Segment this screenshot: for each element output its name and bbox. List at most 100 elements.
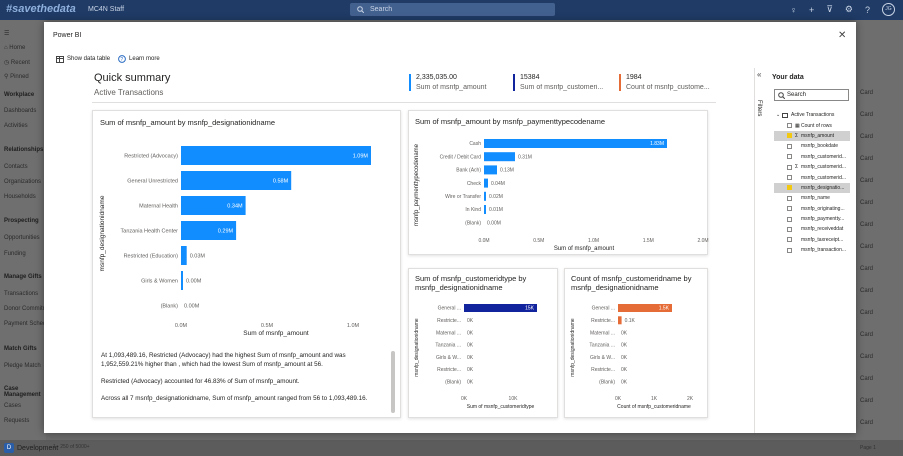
category-label: Girls & W... — [590, 355, 615, 361]
field-item[interactable]: msnfp_designatio... — [774, 182, 850, 194]
plus-icon[interactable]: + — [809, 4, 815, 15]
field-checkbox[interactable] — [787, 195, 792, 201]
category-label: Wire or Transfer — [445, 194, 481, 200]
chevron-down-icon[interactable]: ⌄ — [776, 112, 781, 119]
data-label: 0.58M — [273, 178, 289, 184]
field-type-icon: ▦ — [795, 122, 800, 129]
field-item[interactable]: ▦ Count of rows — [774, 120, 850, 130]
data-search-input[interactable]: Search — [774, 89, 849, 101]
bg-card-label: Card — [860, 288, 874, 294]
nav-organizations[interactable]: Organizations — [4, 179, 42, 185]
x-tick-label: 1.0M — [588, 238, 599, 244]
show-data-table-button[interactable]: Show data table — [56, 55, 110, 63]
y-axis-title: msnfp_designationidname — [570, 318, 576, 377]
scrollbar[interactable] — [391, 351, 395, 413]
bar — [484, 139, 667, 148]
category-label: (Blank) — [445, 379, 461, 385]
category-label: General Unrestricted — [127, 178, 178, 184]
category-label: (Blank) — [161, 303, 179, 309]
nav-opportunities[interactable]: Opportunities — [4, 235, 40, 241]
field-label: Count of rows — [801, 122, 832, 129]
bar — [464, 304, 537, 312]
lightbulb-icon[interactable]: ♀ — [790, 4, 798, 15]
field-item[interactable]: msnfp_transaction... — [774, 245, 850, 255]
field-checkbox[interactable] — [787, 123, 792, 129]
x-tick-label: 0.0M — [175, 323, 188, 329]
global-search-input[interactable]: Search — [350, 3, 555, 16]
collapse-chevron-icon[interactable]: « — [757, 70, 762, 79]
category-label: Restricte... — [437, 318, 461, 324]
nav-recent[interactable]: ◷ Recent — [4, 60, 30, 66]
x-tick-label: 1.5M — [643, 238, 654, 244]
field-item[interactable]: msnfp_bookdate — [774, 141, 850, 151]
nav-activities[interactable]: Activities — [4, 123, 28, 129]
field-checkbox[interactable] — [787, 143, 792, 149]
nav-contacts[interactable]: Contacts — [4, 164, 28, 170]
environment-badge[interactable]: D — [4, 443, 14, 453]
nav-households[interactable]: Households — [4, 194, 36, 200]
field-checkbox[interactable] — [787, 247, 792, 253]
field-item[interactable]: msnfp_receiveddat — [774, 224, 850, 234]
field-item[interactable]: msnfp_customerid... — [774, 152, 850, 162]
data-label: 0.04M — [491, 181, 505, 187]
chart-card-customeridtype[interactable]: Sum of msnfp_customeridtype by msnfp_des… — [408, 268, 558, 418]
bg-card-label: Card — [860, 310, 874, 316]
nav-pledge-match[interactable]: Pledge Match — [4, 363, 41, 369]
field-checkbox[interactable] — [787, 175, 792, 181]
nav-cases[interactable]: Cases — [4, 403, 22, 409]
nav-transactions[interactable]: Transactions — [4, 291, 39, 297]
category-label: Tanzania Health Center — [121, 228, 179, 234]
field-checkbox[interactable] — [787, 206, 792, 212]
field-label: msnfp_amount — [801, 132, 835, 139]
filters-tab[interactable]: Filters — [756, 100, 762, 117]
nav-funding[interactable]: Funding — [4, 251, 26, 257]
chart-card-customeridname-count[interactable]: Count of msnfp_customeridname by msnfp_d… — [564, 268, 708, 418]
chart-card-amount-by-paymenttype[interactable]: Sum of msnfp_amount by msnfp_paymenttype… — [408, 110, 709, 255]
field-checkbox[interactable] — [787, 237, 792, 243]
field-item[interactable]: msnfp_taxreceipt... — [774, 235, 850, 245]
field-checkbox[interactable] — [787, 216, 792, 222]
field-label: msnfp_transaction... — [801, 247, 847, 254]
category-label: Restricte... — [437, 367, 461, 373]
close-icon[interactable]: ✕ — [838, 30, 847, 41]
app-name[interactable]: MC4N Staff — [88, 6, 125, 13]
field-checkbox[interactable] — [787, 154, 792, 160]
nav-payment-schedules[interactable]: Payment Schedules — [4, 321, 58, 327]
pane-divider — [754, 68, 755, 433]
category-label: Maternal ... — [590, 330, 615, 336]
learn-more-link[interactable]: ? Learn more — [118, 55, 160, 63]
filter-icon[interactable]: ⊽ — [826, 4, 833, 14]
nav-home[interactable]: ⌂ Home — [4, 45, 26, 51]
bg-card-label: Card — [860, 332, 874, 338]
chart-card-amount-by-designation[interactable]: Sum of msnfp_amount by msnfp_designation… — [92, 110, 401, 418]
x-tick-label: 0.5M — [261, 323, 274, 329]
hamburger-icon[interactable]: ☰ — [4, 31, 10, 37]
field-item[interactable]: msnfp_customerid... — [774, 172, 850, 182]
category-label: Check — [467, 181, 482, 187]
category-label: Restricte... — [591, 318, 615, 324]
category-label: Girls & Women — [141, 278, 178, 284]
field-checkbox[interactable] — [787, 133, 792, 139]
data-label: 0K — [621, 330, 628, 336]
field-checkbox[interactable] — [787, 164, 792, 170]
field-item[interactable]: msnfp_name — [774, 193, 850, 203]
bar — [181, 246, 187, 265]
table-node-active-transactions[interactable]: ⌄ Active Transactions — [774, 110, 850, 120]
field-item[interactable]: msnfp_originating... — [774, 204, 850, 214]
nav-pinned[interactable]: ⚲ Pinned — [4, 74, 29, 80]
field-item[interactable]: msnfp_paymentty... — [774, 214, 850, 224]
avatar[interactable]: JG — [882, 3, 895, 16]
field-checkbox[interactable] — [787, 226, 792, 232]
y-axis-title: msnfp_paymenttypecodename — [414, 143, 420, 226]
field-checkbox[interactable] — [787, 185, 792, 191]
help-icon[interactable]: ? — [864, 4, 870, 15]
nav-requests[interactable]: Requests — [4, 418, 30, 424]
nav-dashboards[interactable]: Dashboards — [4, 108, 37, 114]
category-label: Girls & W... — [436, 355, 461, 361]
gear-icon[interactable]: ⚙ — [844, 4, 853, 14]
bar — [618, 304, 672, 312]
nav-donor-commitments[interactable]: Donor Commitments — [4, 306, 60, 312]
environment-label[interactable]: Development — [17, 445, 59, 452]
